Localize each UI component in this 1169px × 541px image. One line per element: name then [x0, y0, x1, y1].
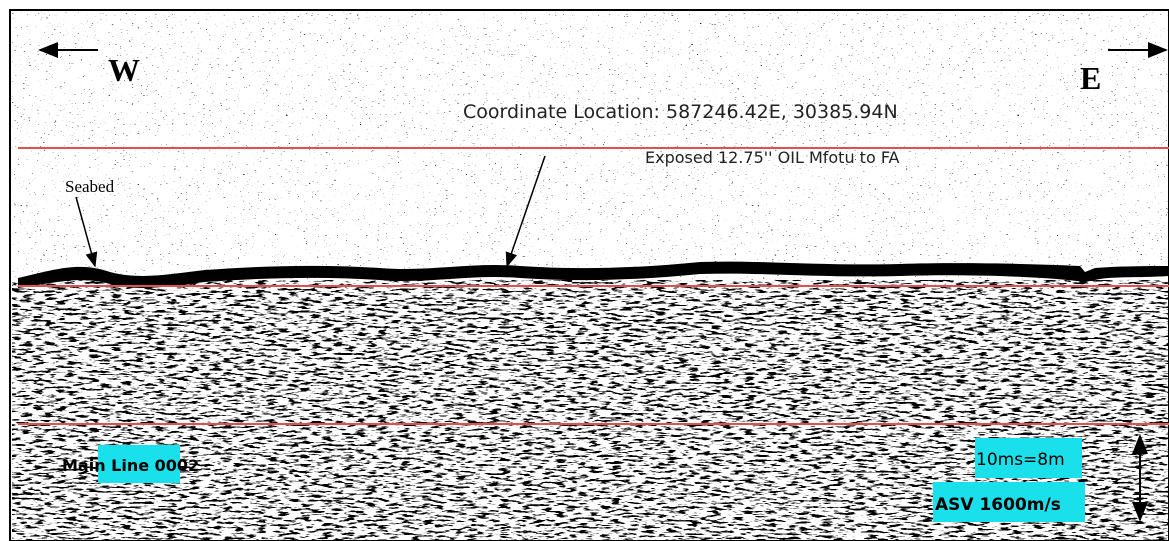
line-label: Main Line 0002 [62, 456, 199, 475]
velocity: ASV 1600m/s [935, 495, 1061, 515]
seabed-label: Seabed [65, 177, 115, 196]
coordinate-location: Coordinate Location: 587246.42E, 30385.9… [463, 101, 898, 123]
vertical-scale: 10ms=8m [976, 450, 1065, 470]
east-label: E [1080, 60, 1101, 96]
west-label: W [108, 52, 140, 88]
water-column-noise [12, 12, 1169, 280]
target-label: Exposed 12.75'' OIL Mfotu to FA [645, 148, 900, 167]
seismic-profile: W E Coordinate Location: 587246.42E, 303… [0, 0, 1169, 541]
